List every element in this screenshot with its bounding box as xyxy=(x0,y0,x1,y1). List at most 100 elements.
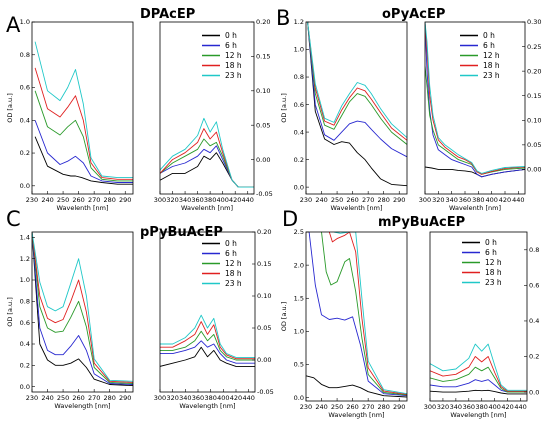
series-line-0h xyxy=(307,22,407,187)
series-line-6h xyxy=(34,120,133,183)
y-tick-label: 0.20 xyxy=(257,228,271,236)
panel-title: oPyAcEP xyxy=(382,7,445,22)
x-tick-label: 250 xyxy=(331,403,343,411)
axes-frame xyxy=(159,231,256,393)
y-tick-label: 0.00 xyxy=(527,166,541,174)
x-tick-label: 360 xyxy=(191,196,203,204)
y-tick-label: 0.15 xyxy=(257,260,271,268)
x-tick-label: 250 xyxy=(57,196,69,204)
series-line-12h xyxy=(32,232,133,384)
x-tick-label: 400 xyxy=(217,394,229,402)
x-axis-label: Wavelenth [nm] xyxy=(330,204,382,212)
y-tick-label: 1.0 xyxy=(20,276,30,284)
series-line-23h xyxy=(307,22,407,138)
series-line-18h xyxy=(425,22,525,175)
legend-label: 18 h xyxy=(225,269,242,278)
y-tick-label: 0.4 xyxy=(529,317,539,325)
y-tick-label: 0.10 xyxy=(257,292,271,300)
y-tick-label: -0.05 xyxy=(256,190,273,198)
legend-label: 6 h xyxy=(483,41,495,50)
series-line-12h xyxy=(160,138,254,188)
panel-title: mPyBuAcEP xyxy=(378,215,465,230)
x-tick-label: 230 xyxy=(26,394,38,402)
x-tick-label: 290 xyxy=(119,394,131,402)
y-tick-label: 0.4 xyxy=(20,116,30,124)
x-tick-label: 340 xyxy=(445,196,457,204)
x-tick-label: 360 xyxy=(463,403,475,411)
panel-letter: A xyxy=(6,13,21,37)
series-line-23h xyxy=(160,117,254,188)
axes-frame xyxy=(424,21,526,195)
x-tick-label: 270 xyxy=(362,403,374,411)
axes-frame xyxy=(305,21,408,195)
series-line-6h xyxy=(32,232,133,385)
y-tick-label: 0.05 xyxy=(527,141,541,149)
x-tick-label: 230 xyxy=(26,196,38,204)
axes-frame xyxy=(305,231,408,402)
x-tick-label: 440 xyxy=(514,403,526,411)
x-tick-label: 230 xyxy=(300,196,312,204)
x-axis-label: Wavelenth [nm] xyxy=(181,204,233,212)
x-tick-label: 280 xyxy=(103,394,115,402)
series-line-12h xyxy=(160,330,255,361)
axes-frame xyxy=(429,231,528,402)
y-axis-label: OD [a.u.] xyxy=(280,302,288,332)
x-tick-label: 240 xyxy=(315,403,327,411)
y-tick-label: 2.0 xyxy=(294,261,304,269)
x-tick-label: 260 xyxy=(72,196,84,204)
x-tick-label: 260 xyxy=(346,403,358,411)
x-axis-label: Wavelength [nm] xyxy=(328,411,384,419)
x-tick-label: 240 xyxy=(41,196,53,204)
x-tick-label: 440 xyxy=(242,196,254,204)
y-tick-label: 1.0 xyxy=(294,46,304,54)
y-tick-label: 0.8 xyxy=(20,298,30,306)
x-tick-label: 280 xyxy=(103,196,115,204)
series-line-23h xyxy=(160,314,255,358)
x-tick-label: 440 xyxy=(242,394,254,402)
y-tick-label: 0.0 xyxy=(294,394,304,402)
legend xyxy=(202,242,220,285)
panel-letter: D xyxy=(282,207,298,231)
plot-area xyxy=(159,231,256,393)
series-line-12h xyxy=(425,66,525,175)
legend-label: 6 h xyxy=(225,249,237,258)
legend-label: 12 h xyxy=(225,51,242,60)
series-line-12h xyxy=(430,366,527,393)
series-line-6h xyxy=(308,232,407,397)
x-tick-label: 270 xyxy=(88,196,100,204)
series-line-12h xyxy=(321,232,407,396)
y-tick-label: 0.8 xyxy=(20,51,30,59)
x-tick-label: 380 xyxy=(472,196,484,204)
plot-area xyxy=(159,21,255,195)
series-line-18h xyxy=(160,321,255,360)
plot-area xyxy=(31,231,134,393)
y-tick-label: 0.6 xyxy=(294,101,304,109)
y-tick-label: -0.05 xyxy=(257,388,274,396)
x-tick-label: 320 xyxy=(166,394,178,402)
series-line-0h xyxy=(160,152,254,188)
legend-label: 6 h xyxy=(485,248,497,257)
panel-letter: C xyxy=(6,207,21,231)
legend-label: 23 h xyxy=(225,71,242,80)
x-tick-label: 270 xyxy=(362,196,374,204)
series-line-0h xyxy=(160,346,255,367)
x-tick-label: 440 xyxy=(512,196,524,204)
legend-label: 18 h xyxy=(225,61,242,70)
legend xyxy=(462,241,480,284)
legend-label: 0 h xyxy=(483,31,495,40)
x-tick-label: 290 xyxy=(393,196,405,204)
x-tick-label: 290 xyxy=(393,403,405,411)
y-tick-label: 1.0 xyxy=(294,328,304,336)
y-tick-label: 1.2 xyxy=(20,255,30,263)
series-line-23h xyxy=(32,232,133,382)
y-tick-label: 0.2 xyxy=(529,353,539,361)
series-line-23h xyxy=(425,22,525,174)
x-tick-label: 290 xyxy=(119,196,131,204)
legend-label: 12 h xyxy=(485,258,502,267)
y-tick-label: 2.5 xyxy=(294,228,304,236)
y-tick-label: 0.8 xyxy=(529,246,539,254)
legend-label: 12 h xyxy=(483,51,500,60)
panel-title: pPyBuAcEP xyxy=(140,225,223,240)
x-tick-label: 300 xyxy=(154,196,166,204)
y-tick-label: 0.20 xyxy=(256,18,270,26)
